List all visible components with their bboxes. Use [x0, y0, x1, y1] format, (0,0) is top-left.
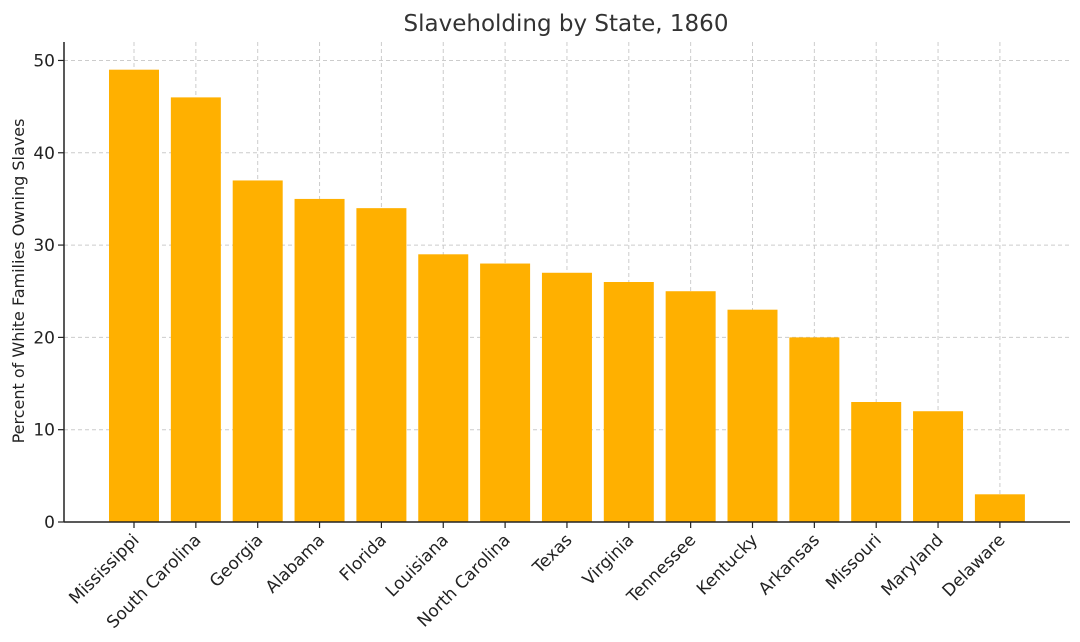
bar	[974, 494, 1025, 522]
x-tick-label: Kentucky	[693, 530, 762, 599]
y-tick-label: 0	[44, 513, 55, 533]
ticks-layer	[58, 59, 1001, 528]
bar	[541, 272, 592, 522]
bar	[727, 309, 778, 522]
bar	[480, 263, 531, 522]
y-axis-label: Percent of White Families Owning Slaves	[9, 119, 28, 444]
x-tick-label: Georgia	[206, 530, 267, 591]
chart-title: Slaveholding by State, 1860	[404, 11, 729, 37]
x-tick-label: Delaware	[939, 530, 1010, 601]
bar	[109, 69, 159, 522]
x-tick-label: Florida	[336, 530, 391, 585]
bar	[170, 97, 221, 522]
bar	[356, 208, 407, 522]
y-tick-label: 50	[33, 51, 55, 71]
bar	[603, 282, 654, 522]
bar	[851, 402, 902, 522]
x-tick-label: Virginia	[579, 530, 638, 589]
y-tick-label: 10	[33, 421, 55, 441]
x-tick-label: Texas	[528, 530, 576, 578]
bar	[789, 337, 840, 522]
bar	[232, 180, 283, 522]
y-tick-label: 40	[33, 144, 55, 164]
bar	[294, 198, 345, 522]
x-tick-label: Maryland	[878, 530, 948, 600]
bars-layer	[109, 69, 1025, 523]
x-tick-label: Arkansas	[755, 530, 824, 599]
x-tick-label: Alabama	[262, 530, 329, 597]
y-tick-label: 20	[33, 328, 55, 348]
bar	[913, 411, 964, 522]
x-tick-label: Missouri	[822, 530, 886, 594]
bar	[418, 254, 469, 523]
bar	[665, 291, 716, 522]
y-tick-label: 30	[33, 236, 55, 256]
